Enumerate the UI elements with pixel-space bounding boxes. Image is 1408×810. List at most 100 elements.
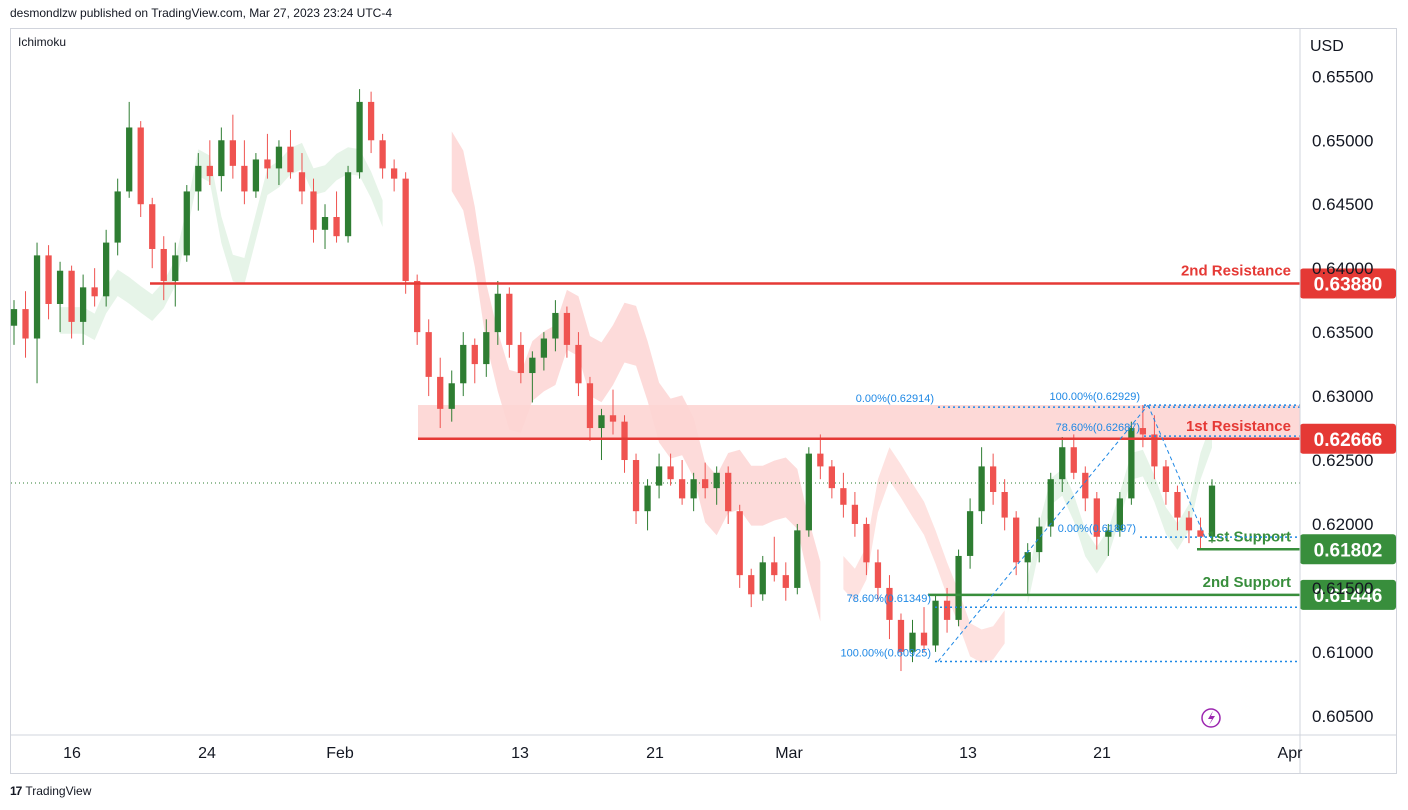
price-tick-label: 0.63000 xyxy=(1312,387,1373,406)
candle-body xyxy=(966,511,974,556)
candle-body xyxy=(344,172,352,237)
candle-body xyxy=(989,466,997,492)
lightning-icon[interactable] xyxy=(1201,708,1221,728)
candles xyxy=(10,89,1216,672)
candle-body xyxy=(252,159,260,192)
candle-body xyxy=(713,472,720,489)
footer-brand[interactable]: TradingView xyxy=(25,784,92,798)
time-tick-label: 16 xyxy=(63,745,81,762)
candle-body xyxy=(390,168,398,179)
candle-body xyxy=(575,344,582,384)
price-tick-label: 0.61500 xyxy=(1312,579,1373,598)
time-tick-label: 21 xyxy=(1093,745,1111,762)
candle-body xyxy=(379,140,386,169)
1st-resistance-label: 1st Resistance xyxy=(1186,418,1291,435)
candle-body xyxy=(172,255,179,281)
2nd-resistance-label: 2nd Resistance xyxy=(1181,263,1291,280)
candle-body xyxy=(725,472,732,512)
price-tick-label: 0.64000 xyxy=(1312,259,1373,278)
fib-labels: 0.00%(0.62914) 100.00%(0.62929) 78.60%(0.6… xyxy=(840,391,1300,663)
candle-body xyxy=(690,479,697,499)
candle-body xyxy=(206,165,213,177)
candle-body xyxy=(33,255,41,339)
candle-body xyxy=(241,165,248,192)
candle-body xyxy=(909,632,916,652)
time-tick-label: 13 xyxy=(511,745,529,762)
candle-body xyxy=(1070,447,1077,473)
candle-body xyxy=(160,248,167,281)
candle-body xyxy=(851,504,859,524)
candle-body xyxy=(126,127,133,192)
fib-level-label: 100.00%(0.60925) xyxy=(840,647,931,659)
candle-body xyxy=(563,312,571,345)
time-tick-label: 24 xyxy=(198,745,216,762)
candle-body xyxy=(356,101,363,173)
candle-body xyxy=(1024,552,1031,563)
candle-body xyxy=(483,332,490,365)
fib-level-label: 78.60%(0.61349) xyxy=(847,593,931,605)
candle-body xyxy=(943,600,951,620)
1st-support-price-tag xyxy=(1300,534,1396,565)
candle-body xyxy=(1105,530,1112,537)
candle-body xyxy=(748,575,755,595)
2nd-support-price-text: 0.61446 xyxy=(1314,586,1383,607)
candle-body xyxy=(932,600,939,646)
candle-body xyxy=(425,332,432,377)
1st-support-price-text: 0.61802 xyxy=(1314,540,1383,561)
time-tick-label: 13 xyxy=(959,745,977,762)
fib-trend-line xyxy=(1147,404,1206,538)
candle-body xyxy=(644,485,651,512)
candle-body xyxy=(68,270,75,322)
price-tick-label: 0.65000 xyxy=(1312,131,1373,150)
candle-body xyxy=(298,172,306,192)
candle-body xyxy=(137,127,144,205)
time-tick-label: Feb xyxy=(326,745,354,762)
candle-body xyxy=(1197,530,1204,537)
cloud-green-segment xyxy=(60,142,383,341)
candle-body xyxy=(437,376,444,409)
candle-body xyxy=(264,159,271,169)
candle-body xyxy=(10,309,18,326)
resistance-zone xyxy=(418,405,1300,439)
candle-body xyxy=(195,165,202,192)
candle-body xyxy=(1174,491,1181,518)
candle-body xyxy=(840,488,847,505)
fib-level-label: 78.60%(0.62687) xyxy=(1056,422,1140,434)
candle-body xyxy=(771,562,778,576)
2nd-support-price-tag xyxy=(1300,579,1396,610)
candle-body xyxy=(1059,447,1066,480)
candle-body xyxy=(229,140,237,166)
candle-body xyxy=(1001,491,1008,518)
candle-body xyxy=(782,575,789,588)
2nd-resistance-price-text: 0.63880 xyxy=(1314,275,1383,296)
candle-body xyxy=(56,270,64,304)
candle-body xyxy=(897,619,905,652)
candle-body xyxy=(621,421,628,461)
candle-body xyxy=(598,415,605,429)
time-tick-label: Apr xyxy=(1278,745,1304,762)
currency-label: USD xyxy=(1310,38,1344,55)
fib-level-label: 100.00%(0.62929) xyxy=(1049,391,1140,403)
candle-body xyxy=(1128,428,1135,499)
candle-body xyxy=(540,338,548,358)
price-tick-label: 0.63500 xyxy=(1312,323,1373,342)
candle-body xyxy=(667,466,674,480)
candle-body xyxy=(1185,517,1193,531)
candle-body xyxy=(874,562,882,588)
candle-body xyxy=(414,280,421,333)
time-axis: 16 24 Feb 13 21 Mar 13 21 Apr xyxy=(11,734,1397,762)
1st-resistance-price-text: 0.62666 xyxy=(1314,430,1383,451)
candle-body xyxy=(310,191,317,230)
price-axis: 0.65500 0.65000 0.64500 0.64000 0.63500 0.630… xyxy=(1299,29,1373,774)
candle-body xyxy=(794,530,801,588)
price-tick-label: 0.61000 xyxy=(1312,643,1373,662)
1st-resistance-price-tag xyxy=(1300,423,1396,454)
indicator-label: Ichimoku xyxy=(18,35,66,49)
cloud-red-segment xyxy=(451,131,821,622)
candle-body xyxy=(183,191,190,256)
candle-body xyxy=(114,191,121,243)
time-tick-label: 21 xyxy=(646,745,664,762)
chart-frame xyxy=(10,28,1397,774)
candle-body xyxy=(1151,434,1158,467)
